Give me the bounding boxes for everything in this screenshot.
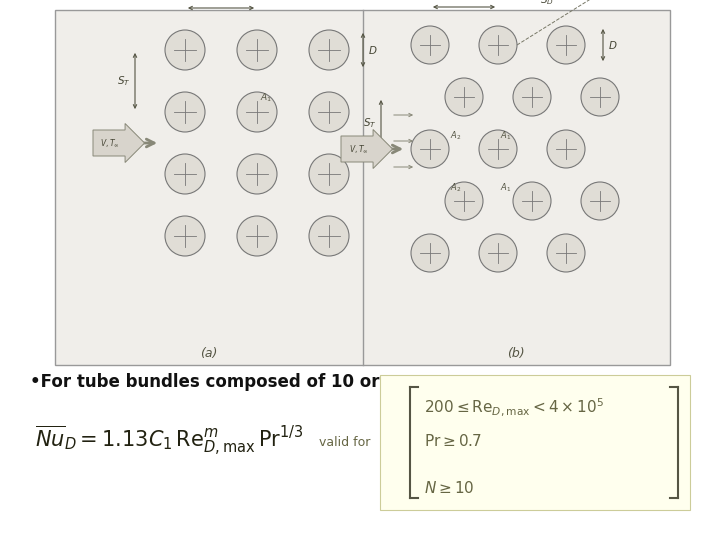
Text: $\overline{Nu}_D = 1.13C_1\,\mathrm{Re}_{D,\mathrm{max}}^m\,\mathrm{Pr}^{1/3}$: $\overline{Nu}_D = 1.13C_1\,\mathrm{Re}_… [35,423,304,457]
Circle shape [237,216,277,256]
Text: (b): (b) [508,347,525,360]
Text: $S_D$: $S_D$ [540,0,554,7]
Text: $S_T$: $S_T$ [362,116,376,130]
FancyBboxPatch shape [93,124,145,163]
Circle shape [309,92,349,132]
Circle shape [165,216,205,256]
Text: •For tube bundles composed of 10 or more rows: •For tube bundles composed of 10 or more… [30,373,485,391]
Circle shape [309,216,349,256]
Text: $\mathrm{Pr} \geq 0.7$: $\mathrm{Pr} \geq 0.7$ [424,433,482,449]
Text: $D$: $D$ [368,44,377,56]
Circle shape [237,30,277,70]
Bar [55,10,670,365]
Circle shape [309,30,349,70]
Text: $A_1$: $A_1$ [500,182,511,194]
Text: $A_1$: $A_1$ [260,91,272,104]
Circle shape [411,130,449,168]
Circle shape [547,130,585,168]
Text: $200 \leq \mathrm{Re}_{D,\mathrm{max}} < 4 \times 10^5$: $200 \leq \mathrm{Re}_{D,\mathrm{max}} <… [424,396,604,418]
Circle shape [411,26,449,64]
Circle shape [513,78,551,116]
Text: $S_T$: $S_T$ [117,74,130,88]
Circle shape [237,92,277,132]
Circle shape [547,26,585,64]
Text: $A_2$: $A_2$ [450,130,462,143]
Bar [380,375,690,510]
Circle shape [165,30,205,70]
Text: (a): (a) [200,347,217,360]
Text: $S_L$: $S_L$ [458,0,470,2]
FancyBboxPatch shape [341,130,392,168]
Circle shape [165,154,205,194]
Circle shape [547,234,585,272]
Circle shape [165,92,205,132]
Text: $V, T_\infty$: $V, T_\infty$ [100,137,120,149]
Circle shape [479,26,517,64]
Circle shape [581,182,619,220]
Circle shape [479,130,517,168]
Circle shape [237,154,277,194]
Circle shape [479,234,517,272]
Circle shape [445,78,483,116]
Text: $A_2$: $A_2$ [450,182,462,194]
Circle shape [513,182,551,220]
Text: valid for: valid for [319,436,370,449]
Circle shape [411,234,449,272]
Text: $V, T_\infty$: $V, T_\infty$ [349,143,369,155]
Circle shape [309,154,349,194]
Circle shape [581,78,619,116]
Text: $S_L$: $S_L$ [215,0,227,3]
Text: $N \geq 10$: $N \geq 10$ [424,480,474,496]
Text: $D$: $D$ [608,39,618,51]
Circle shape [445,182,483,220]
Text: $A_1$: $A_1$ [500,130,511,143]
